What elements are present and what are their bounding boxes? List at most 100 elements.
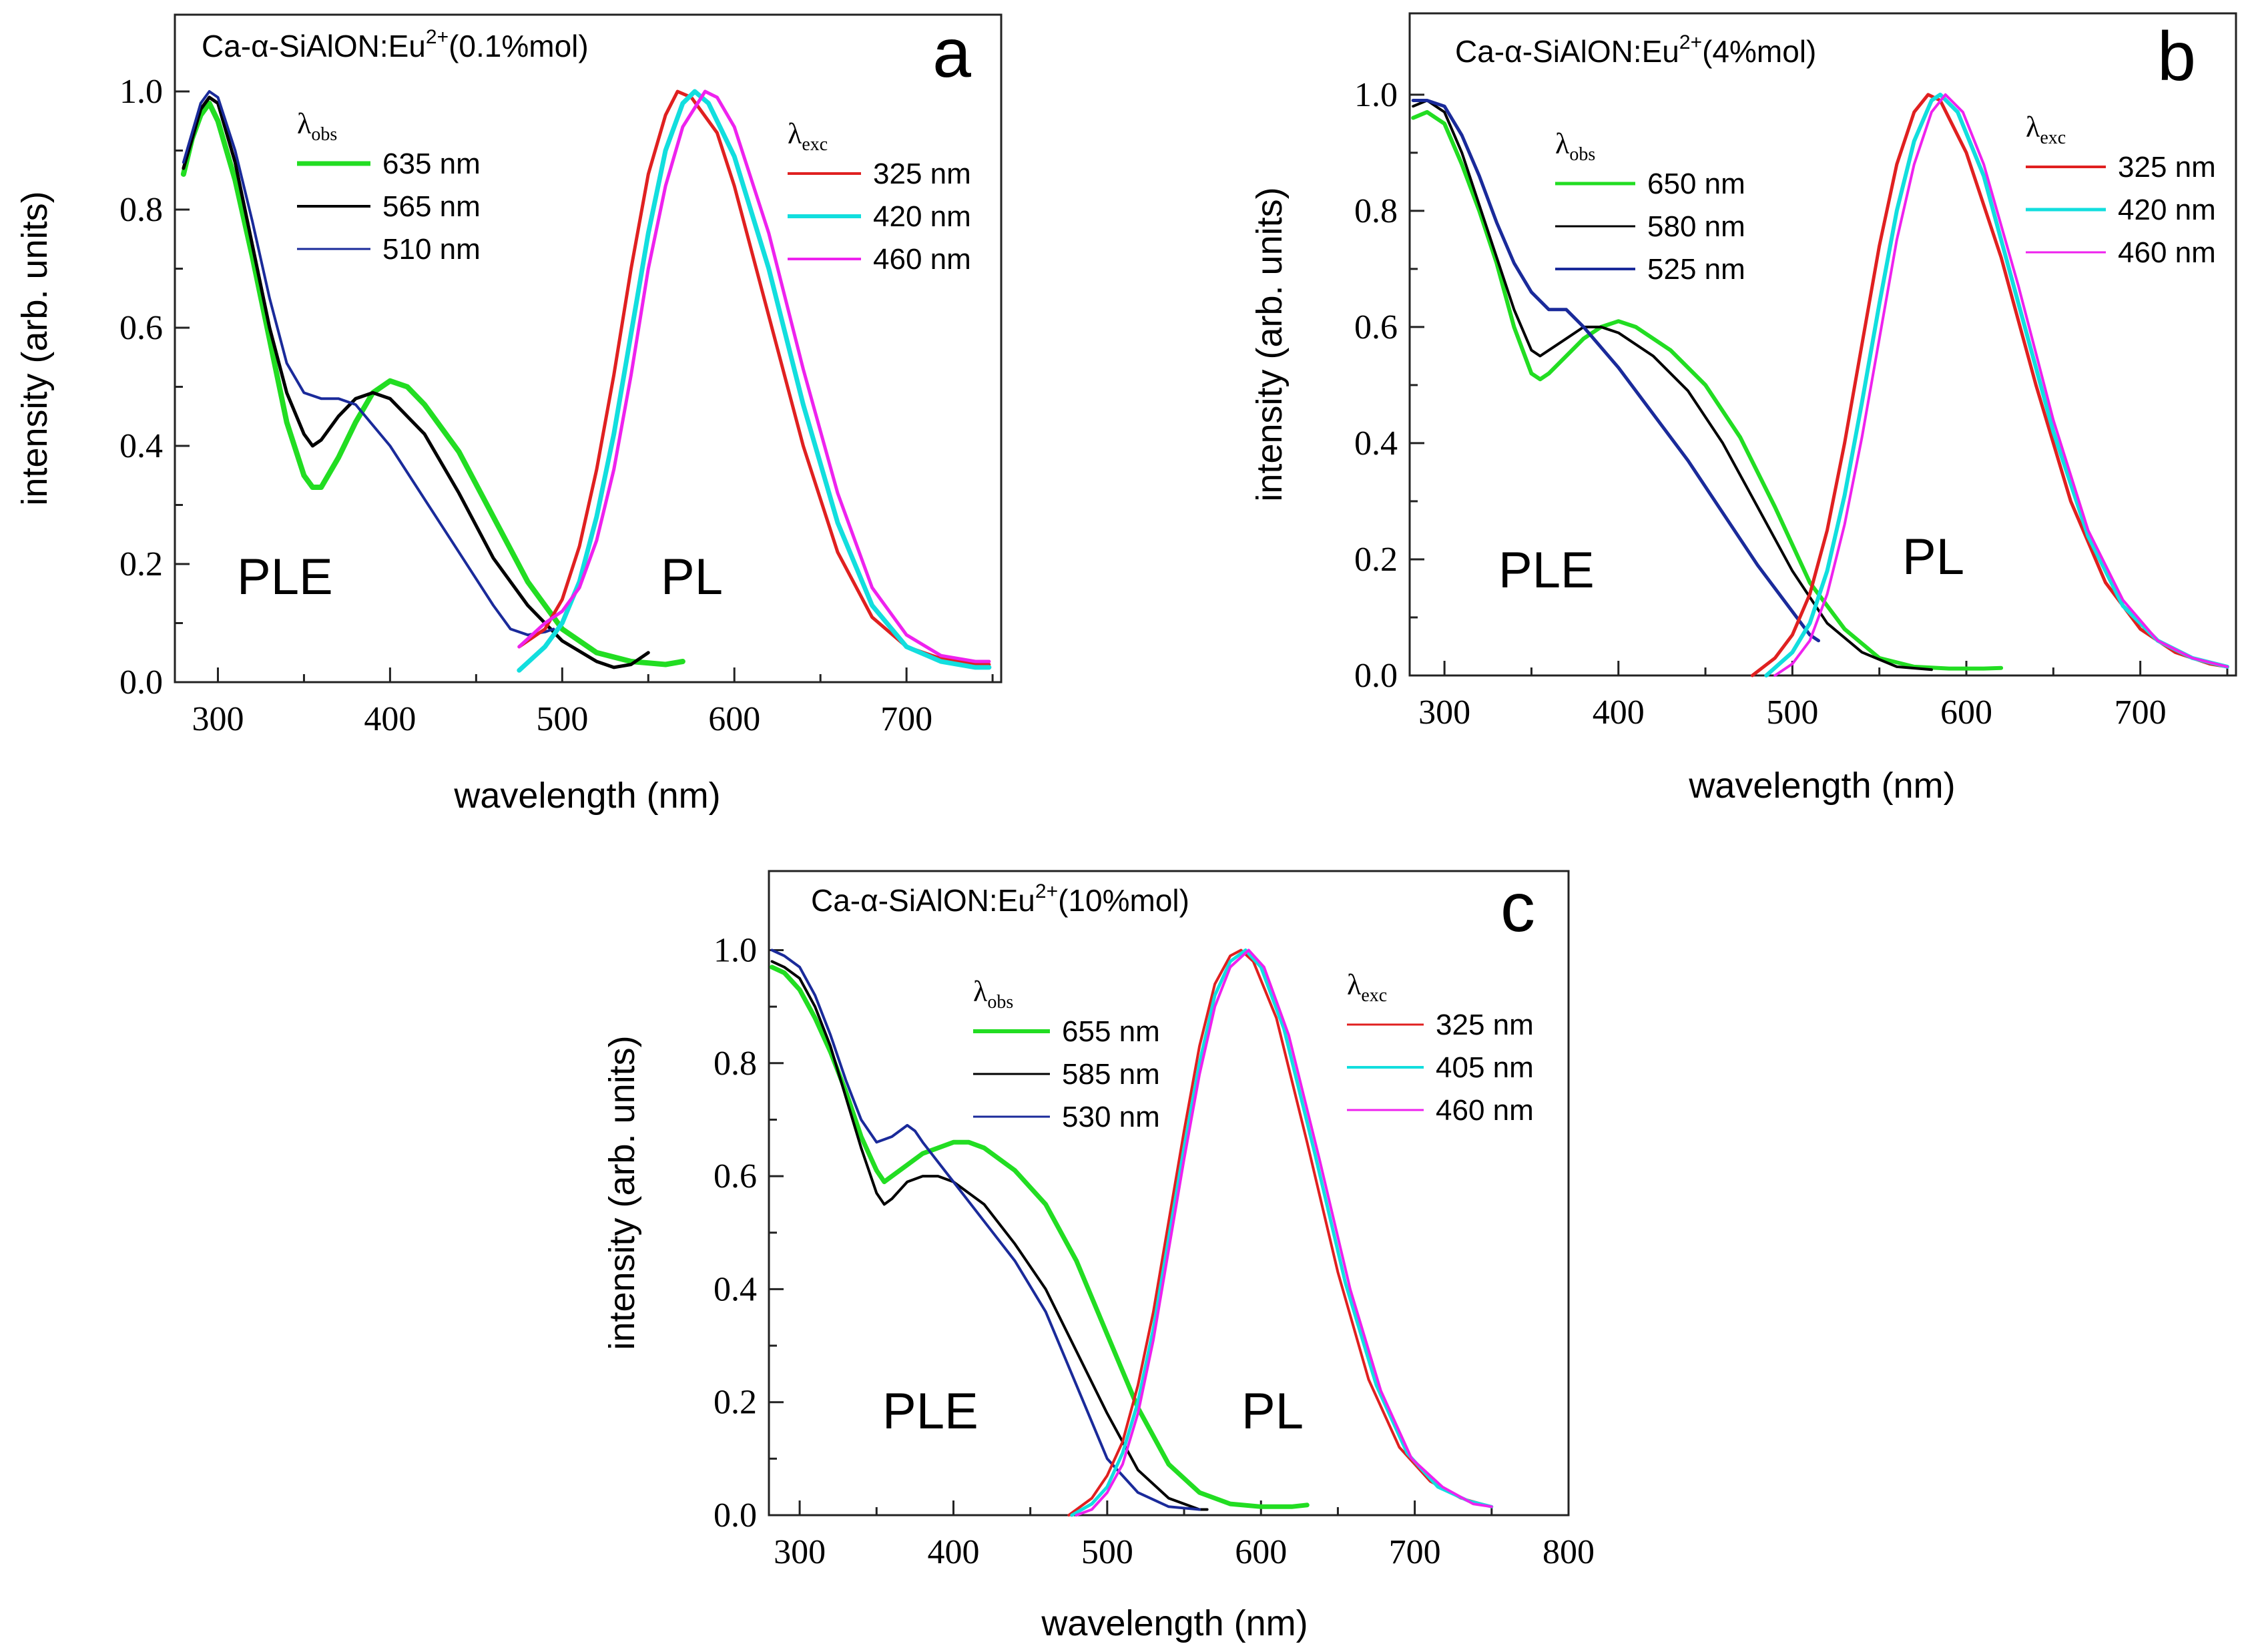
legend-title-base: λ (973, 975, 988, 1008)
legend-title-sub: obs (987, 992, 1013, 1013)
x-tick-label: 500 (536, 700, 588, 738)
panel-letter: c (1500, 869, 1535, 946)
panel-letter: b (2157, 18, 2196, 95)
x-tick-label: 400 (927, 1533, 979, 1571)
y-tick-label: 0.4 (714, 1270, 757, 1308)
pl-region-label: PL (1241, 1383, 1304, 1440)
ple-series-655-nm (770, 965, 1310, 1509)
x-tick-label: 600 (1940, 694, 1992, 732)
y-tick-label: 1.0 (714, 932, 757, 970)
ple-region-label: PLE (237, 549, 333, 605)
legend-title-sub: obs (311, 124, 337, 145)
y-tick-label: 0.4 (1354, 425, 1398, 463)
pl-legend-label: 460 nm (2118, 236, 2216, 269)
pl-series-420-nm (1764, 92, 2229, 677)
ple-legend-label: 635 nm (382, 148, 481, 180)
pl-legend-title: λexc (1347, 969, 1387, 1006)
x-tick-label: 300 (192, 700, 244, 738)
legend-title-base: λ (1555, 127, 1570, 160)
ple-series-635-nm (180, 100, 685, 667)
panel-title: Ca-α-SiAlON:Eu2+(0.1%mol) (202, 26, 589, 63)
panel-title: Ca-α-SiAlON:Eu2+(10%mol) (811, 880, 1189, 918)
ple-legend-label: 585 nm (1062, 1058, 1160, 1091)
y-tick-label: 0.0 (119, 663, 163, 702)
x-tick-label: 700 (1389, 1533, 1441, 1571)
title-tail: (4%mol) (1702, 34, 1816, 69)
y-axis-label: intensity (arb. units) (15, 191, 55, 505)
y-tick-label: 0.6 (119, 309, 163, 347)
x-tick-label: 600 (1235, 1533, 1287, 1571)
legend-title-base: λ (788, 117, 802, 150)
ple-legend-label: 580 nm (1647, 210, 1745, 243)
legend-title-base: λ (297, 107, 312, 140)
legend-title-base: λ (2026, 111, 2040, 144)
y-tick-label: 0.2 (1354, 541, 1398, 579)
pl-legend-label: 325 nm (873, 158, 971, 190)
x-tick-label: 600 (708, 700, 760, 738)
y-axis-label: intensity (arb. units) (602, 1035, 642, 1350)
x-axis-label: wavelength (nm) (1041, 1603, 1308, 1643)
ple-legend-title: λobs (973, 975, 1013, 1013)
x-tick-label: 700 (880, 700, 932, 738)
y-tick-label: 0.2 (119, 545, 163, 583)
panel-title: Ca-α-SiAlON:Eu2+(4%mol) (1455, 31, 1816, 69)
x-axis-label: wavelength (nm) (453, 776, 720, 816)
y-tick-label: 0.8 (1354, 192, 1398, 230)
pl-series-420-nm (517, 89, 992, 673)
ple-region-label: PLE (882, 1383, 978, 1440)
legend-title-sub: obs (1569, 144, 1595, 165)
x-tick-label: 400 (364, 700, 416, 738)
title-base: Ca-α-SiAlON:Eu (811, 883, 1035, 918)
ple-legend-label: 510 nm (382, 233, 481, 266)
panel-c: 300 400 500 600 700 800 0.0 0.2 0.4 0.6 0.8 1.0 wave… (602, 869, 1595, 1643)
panel-letter: a (932, 15, 971, 92)
pl-legend-title: λexc (2026, 111, 2066, 148)
ple-series-565-nm (182, 95, 650, 669)
y-tick-label: 0.8 (119, 191, 163, 229)
x-tick-label: 800 (1542, 1533, 1595, 1571)
ple-series-510-nm (182, 90, 555, 637)
y-tick-label: 0.6 (1354, 308, 1398, 346)
x-tick-label: 500 (1766, 694, 1818, 732)
ple-legend-label: 655 nm (1062, 1015, 1160, 1048)
legend-title-sub: exc (802, 134, 828, 155)
plot-frame (1408, 12, 2237, 677)
title-tail: (10%mol) (1058, 883, 1189, 918)
x-tick-label: 700 (2115, 694, 2167, 732)
plot-frame (768, 870, 1570, 1517)
pl-series-460-nm (1075, 948, 1493, 1517)
pl-legend-label: 420 nm (2118, 194, 2216, 226)
y-tick-label: 0.0 (1354, 657, 1398, 695)
pl-series-460-nm (517, 89, 991, 663)
y-tick-label: 1.0 (1354, 76, 1398, 114)
ple-series-650-nm (1411, 109, 2004, 671)
title-sup: 2+ (1679, 31, 1702, 53)
pl-legend-label: 420 nm (873, 200, 971, 233)
pl-legend-label: 325 nm (2118, 151, 2216, 184)
panel-a: 300 400 500 600 700 0.0 0.2 0.4 0.6 0.8 1.0 wavelen… (15, 13, 1003, 816)
ple-legend-label: 530 nm (1062, 1101, 1160, 1133)
x-tick-label: 400 (1593, 694, 1645, 732)
legend-title-sub: exc (1361, 985, 1387, 1006)
ple-series-530-nm (770, 948, 1201, 1511)
x-tick-label: 500 (1081, 1533, 1133, 1571)
y-axis-label: intensity (arb. units) (1249, 187, 1290, 501)
y-tick-label: 0.4 (119, 427, 163, 465)
y-tick-label: 1.0 (119, 73, 163, 111)
title-sup: 2+ (426, 26, 449, 48)
y-tick-label: 0.0 (714, 1496, 757, 1535)
panel-b: 300 400 500 600 700 0.0 0.2 0.4 0.6 0.8 1.0 wavelen… (1249, 12, 2237, 806)
pl-legend-label: 460 nm (873, 243, 971, 276)
pl-region-label: PL (661, 549, 723, 605)
ple-legend-label: 565 nm (382, 190, 481, 223)
y-tick-label: 0.8 (714, 1045, 757, 1083)
y-tick-label: 0.6 (714, 1157, 757, 1195)
pl-series-325-nm (1067, 948, 1493, 1517)
ple-legend-title: λobs (1555, 127, 1595, 165)
pl-series-405-nm (1070, 948, 1494, 1517)
ple-legend-title: λobs (297, 107, 337, 145)
ple-region-label: PLE (1498, 542, 1595, 599)
title-base: Ca-α-SiAlON:Eu (1455, 34, 1679, 69)
ple-series-525-nm (1411, 99, 1820, 643)
